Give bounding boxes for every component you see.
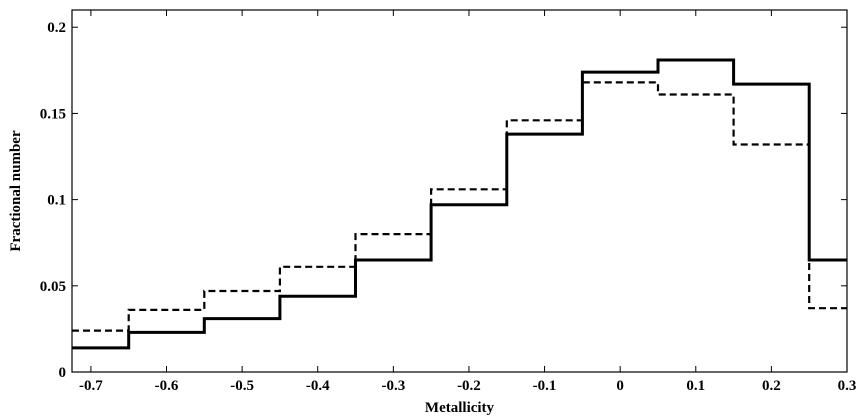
ticks-layer: -0.7 -0.6 -0.5 -0.4 -0.3 -0.2 -0.1 0 0.1 0.2 0.3 0 0… [40,10,857,394]
x-tick-label: -0.2 [457,378,481,394]
x-tick-label: -0.7 [79,378,103,394]
y-tick-label: 0.05 [40,279,66,295]
x-tick-label: 0.3 [838,378,857,394]
series-layer [72,58,847,350]
x-tick-label: 0.1 [686,378,705,394]
x-tick-label: -0.5 [230,378,254,394]
x-tick-label: -0.1 [533,378,557,394]
series-line-dashed [72,81,847,332]
plot-frame [71,9,848,373]
x-axis-label: Metallicity [425,400,495,416]
x-tick-label: -0.6 [155,378,179,394]
y-axis-label: Fractional number [8,130,24,252]
y-tick-label: 0.2 [47,20,66,36]
x-tick-label: -0.4 [306,378,330,394]
y-tick-label: 0 [59,365,67,381]
series-line-solid [72,58,847,350]
y-tick-label: 0.15 [40,106,66,122]
x-tick-label: -0.3 [381,378,405,394]
x-tick-label: 0 [616,378,624,394]
x-tick-label: 0.2 [762,378,781,394]
y-tick-label: 0.1 [47,193,66,209]
